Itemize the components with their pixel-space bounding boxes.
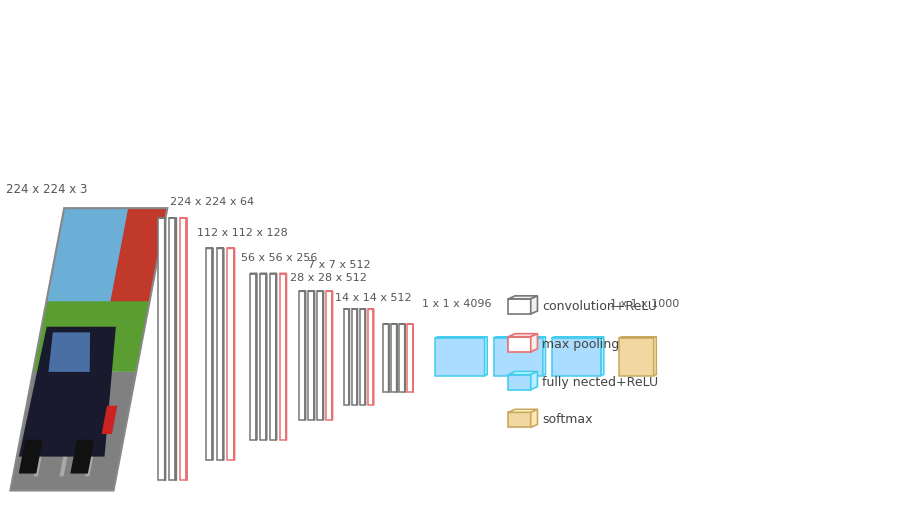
Polygon shape — [344, 309, 349, 405]
Text: 1 x 1 x 1000: 1 x 1 x 1000 — [610, 299, 680, 309]
Polygon shape — [601, 337, 604, 376]
Polygon shape — [106, 208, 167, 321]
Polygon shape — [165, 218, 166, 481]
Polygon shape — [531, 409, 537, 427]
Polygon shape — [400, 324, 405, 392]
Polygon shape — [653, 337, 656, 376]
Polygon shape — [436, 337, 487, 338]
Polygon shape — [436, 338, 484, 376]
Polygon shape — [493, 338, 543, 376]
Polygon shape — [45, 208, 167, 307]
Polygon shape — [217, 248, 223, 460]
Polygon shape — [270, 274, 276, 440]
Polygon shape — [508, 337, 531, 352]
Polygon shape — [186, 218, 187, 481]
Text: 56 x 56 x 256: 56 x 56 x 256 — [241, 253, 318, 263]
Polygon shape — [280, 274, 286, 440]
Polygon shape — [169, 218, 176, 481]
Polygon shape — [300, 292, 305, 420]
Polygon shape — [383, 324, 389, 392]
Text: fully nected+ReLU: fully nected+ReLU — [543, 376, 659, 388]
Polygon shape — [484, 337, 487, 376]
Polygon shape — [102, 406, 117, 434]
Polygon shape — [250, 274, 256, 440]
Polygon shape — [508, 296, 537, 299]
Polygon shape — [392, 324, 397, 392]
Polygon shape — [317, 292, 323, 420]
Polygon shape — [531, 296, 537, 314]
Polygon shape — [368, 309, 373, 405]
Polygon shape — [158, 218, 165, 481]
Polygon shape — [493, 337, 545, 338]
Polygon shape — [531, 372, 537, 390]
Polygon shape — [508, 334, 537, 337]
Polygon shape — [19, 440, 43, 474]
Text: max pooling: max pooling — [543, 338, 620, 351]
Polygon shape — [33, 301, 149, 372]
Polygon shape — [19, 327, 116, 457]
Polygon shape — [508, 375, 531, 390]
Polygon shape — [508, 412, 531, 427]
Text: 112 x 112 x 128: 112 x 112 x 128 — [197, 228, 288, 237]
Polygon shape — [619, 338, 653, 376]
Polygon shape — [552, 337, 604, 338]
Polygon shape — [228, 248, 234, 460]
Polygon shape — [508, 372, 537, 375]
Text: convolution+ReLU: convolution+ReLU — [543, 300, 657, 313]
Polygon shape — [531, 334, 537, 352]
Polygon shape — [408, 324, 413, 392]
Polygon shape — [508, 299, 531, 314]
Text: 224 x 224 x 64: 224 x 224 x 64 — [170, 197, 254, 207]
Text: 224 x 224 x 3: 224 x 224 x 3 — [6, 183, 87, 196]
Polygon shape — [86, 420, 100, 477]
Text: softmax: softmax — [543, 413, 593, 426]
Polygon shape — [326, 292, 332, 420]
Polygon shape — [49, 333, 90, 372]
Polygon shape — [206, 248, 212, 460]
Text: 1 x 1 x 4096: 1 x 1 x 4096 — [422, 299, 491, 309]
Polygon shape — [308, 292, 314, 420]
Polygon shape — [180, 218, 186, 481]
Text: 28 x 28 x 512: 28 x 28 x 512 — [291, 273, 367, 283]
Polygon shape — [33, 420, 49, 477]
Polygon shape — [352, 309, 357, 405]
Polygon shape — [360, 309, 365, 405]
Polygon shape — [619, 337, 656, 338]
Polygon shape — [552, 338, 601, 376]
Text: 7 x 7 x 512: 7 x 7 x 512 — [308, 261, 371, 270]
Polygon shape — [260, 274, 266, 440]
Polygon shape — [543, 337, 545, 376]
Polygon shape — [59, 420, 75, 477]
Polygon shape — [70, 440, 94, 474]
Polygon shape — [11, 372, 136, 490]
Text: 14 x 14 x 512: 14 x 14 x 512 — [335, 293, 411, 303]
Polygon shape — [508, 409, 537, 412]
